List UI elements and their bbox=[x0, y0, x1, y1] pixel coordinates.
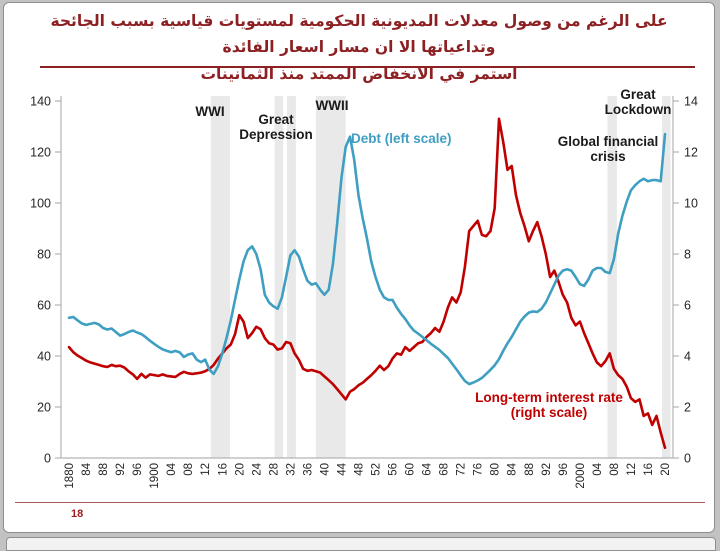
svg-text:88: 88 bbox=[524, 463, 536, 476]
annotation-great-depression: Great Depression bbox=[239, 112, 313, 143]
slide-title-line1: على الرغم من وصول معدلات المديونية الحكو… bbox=[50, 12, 668, 57]
svg-text:48: 48 bbox=[353, 463, 365, 476]
svg-text:36: 36 bbox=[302, 463, 314, 476]
svg-text:56: 56 bbox=[388, 463, 400, 476]
svg-text:20: 20 bbox=[37, 401, 51, 415]
next-slide-edge bbox=[6, 537, 716, 551]
svg-text:6: 6 bbox=[684, 299, 691, 313]
svg-text:24: 24 bbox=[251, 462, 263, 475]
svg-text:68: 68 bbox=[439, 463, 451, 476]
svg-text:120: 120 bbox=[30, 146, 51, 160]
svg-text:44: 44 bbox=[336, 462, 348, 475]
slide: على الرغم من وصول معدلات المديونية الحكو… bbox=[3, 2, 715, 533]
svg-text:96: 96 bbox=[558, 463, 570, 476]
svg-text:20: 20 bbox=[234, 463, 246, 476]
page-number: 18 bbox=[71, 508, 84, 520]
svg-text:72: 72 bbox=[456, 463, 468, 476]
slide-title: على الرغم من وصول معدلات المديونية الحكو… bbox=[14, 8, 704, 87]
svg-text:16: 16 bbox=[217, 463, 229, 476]
annotation-wwi: WWI bbox=[195, 104, 225, 119]
svg-text:80: 80 bbox=[490, 463, 502, 476]
svg-text:40: 40 bbox=[37, 350, 51, 364]
svg-text:2: 2 bbox=[684, 401, 691, 415]
svg-text:80: 80 bbox=[37, 248, 51, 262]
svg-text:28: 28 bbox=[268, 463, 280, 476]
debt-series-label: Debt (left scale) bbox=[351, 131, 452, 146]
slide-title-line2: استمر في الانخفاض الممتد منذ الثمانينات bbox=[200, 64, 518, 83]
svg-text:12: 12 bbox=[684, 146, 698, 160]
svg-text:04: 04 bbox=[592, 462, 604, 475]
svg-text:32: 32 bbox=[285, 463, 297, 476]
svg-text:64: 64 bbox=[422, 462, 434, 475]
svg-text:52: 52 bbox=[371, 463, 383, 476]
interest-rate-series-label: Long-term interest rate (right scale) bbox=[475, 390, 623, 421]
svg-text:92: 92 bbox=[115, 463, 127, 476]
svg-text:0: 0 bbox=[44, 452, 51, 466]
svg-text:60: 60 bbox=[405, 463, 417, 476]
svg-text:140: 140 bbox=[30, 95, 51, 109]
annotation-great-lockdown: Great Lockdown bbox=[604, 87, 672, 118]
svg-text:12: 12 bbox=[200, 463, 212, 476]
svg-text:1900: 1900 bbox=[149, 463, 161, 489]
annotation-global-financial-crisis: Global financial crisis bbox=[557, 134, 659, 165]
svg-text:100: 100 bbox=[30, 197, 51, 211]
svg-text:16: 16 bbox=[643, 463, 655, 476]
svg-text:2000: 2000 bbox=[575, 463, 587, 489]
svg-text:8: 8 bbox=[684, 248, 691, 262]
svg-text:84: 84 bbox=[507, 462, 519, 475]
svg-text:14: 14 bbox=[684, 95, 698, 109]
svg-text:40: 40 bbox=[319, 463, 331, 476]
svg-text:96: 96 bbox=[132, 463, 144, 476]
svg-text:76: 76 bbox=[473, 463, 485, 476]
svg-text:04: 04 bbox=[166, 462, 178, 475]
svg-text:12: 12 bbox=[626, 463, 638, 476]
svg-text:84: 84 bbox=[81, 462, 93, 475]
svg-text:92: 92 bbox=[541, 463, 553, 476]
footer-rule bbox=[15, 502, 705, 504]
svg-text:08: 08 bbox=[183, 463, 195, 476]
svg-text:88: 88 bbox=[98, 463, 110, 476]
annotation-wwii: WWII bbox=[315, 98, 349, 113]
svg-text:0: 0 bbox=[684, 452, 691, 466]
svg-text:10: 10 bbox=[684, 197, 698, 211]
svg-text:4: 4 bbox=[684, 350, 691, 364]
svg-text:1880: 1880 bbox=[64, 463, 76, 489]
svg-text:60: 60 bbox=[37, 299, 51, 313]
svg-text:08: 08 bbox=[609, 463, 621, 476]
title-underline-rule bbox=[40, 66, 695, 69]
svg-text:20: 20 bbox=[660, 463, 672, 476]
